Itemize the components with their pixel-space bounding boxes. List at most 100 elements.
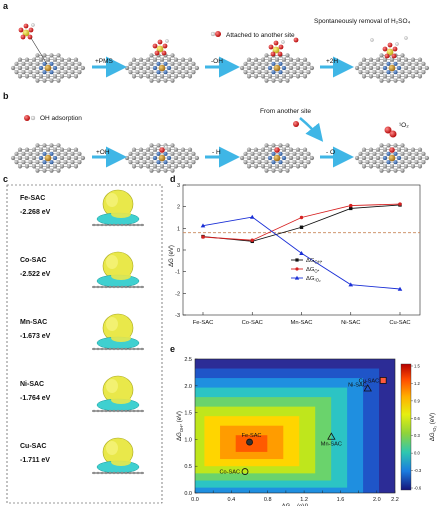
d-ytick-label: -2 [175,291,180,297]
sac-energy-3: -1.673 eV [20,333,51,340]
d-ytick-label: 2 [177,205,180,211]
step-a1-label: +PMS [95,58,114,65]
legend-entry: ΔGO* [306,267,320,274]
free-energy-line-chart: -3 -2 -1 0 1 2 3 Fe-SAC Co-SAC Mn-SAC Ni-SAC Cu-SAC… [169,183,421,326]
e-ytick-label: 1.0 [184,437,192,443]
legend-marker [295,267,299,271]
e-xtick-label: 1.2 [300,497,308,503]
data-point [349,206,353,211]
e-xtick-label: 2.2 [391,497,399,503]
d-ytick-label: 3 [177,183,180,189]
e-ytick-label: 0.0 [184,491,192,497]
panel-c-frame [6,184,163,504]
e-ytick-label: 2.5 [184,357,192,363]
point-co-sac [241,468,249,475]
metal-atom-icon [273,64,281,72]
colorbar-tick-label: 0.6 [414,416,420,421]
sac-name-5: Cu-SAC [20,443,46,450]
e-ytick-label: 1.5 [184,411,192,417]
e-xtick-label: 0.0 [191,497,199,503]
colorbar-tick-label: 1.2 [414,381,420,386]
colorbar-tick-label: 0.9 [414,398,420,403]
e-xtick-label: 1.6 [337,497,345,503]
data-point [398,202,402,206]
sulfur-atom-icon [386,48,394,56]
note-oh-adsorption: OH adsorption [40,115,82,122]
panel-label-b: b [3,91,9,101]
data-point [299,215,304,220]
step-b2-label: - H [212,149,221,156]
point-label: Co-SAC [219,470,240,476]
data-point [397,286,403,291]
sac-energy-4: -1.764 eV [20,395,51,402]
sac-name-3: Mn-SAC [20,319,47,326]
panel-label-d: d [170,174,176,184]
legend-marker [294,275,300,280]
heatmap-ylabel: ΔGOH* (eV) [177,411,184,441]
charge-density-iso-2 [92,251,144,289]
graphene-sheet-a2 [124,39,200,83]
arrow-from-site [299,117,324,142]
step-a2-label: -OH [211,58,223,65]
chart-d-legend: ΔGOH* ΔGO* ΔG¹O₂ [291,258,323,283]
charge-density-iso-5 [92,437,144,475]
metal-atom-icon [388,154,396,162]
d-xtick-label: Fe-SAC [193,320,214,326]
graphene-sheet-b1 [10,143,86,173]
d-ytick-label: 0 [177,248,180,254]
sulfur-atom-icon [22,29,30,37]
singlet-oxygen-label: ¹O₂ [399,122,409,129]
data-point [299,225,304,229]
data-point [348,282,354,287]
graphene-sheet-a1 [10,23,86,83]
charge-density-iso-1 [92,189,144,227]
note-attached: Attached to another site [226,32,295,39]
charge-density-panel: Fe-SAC -2.268 eV Co-SAC -2.522 eV Mn-SAC -1.6… [20,189,144,475]
graphene-sheet-a3 [239,37,315,83]
data-point [349,203,353,208]
note-removal: Spontaneously removal of H₂SO₄ [314,18,411,25]
reaction-row-a: +PMS -OH +2H Attached to another site Sp… [10,18,430,83]
colorbar [400,363,412,491]
colorbar-tick-label: -0.6 [414,486,422,491]
singlet-oxygen-icon [384,126,397,138]
graphene-sheet-b3 [239,143,315,173]
point-fe-sac [246,438,253,446]
legend-entry: ΔG¹O₂ [306,276,321,283]
point-ni-sac [363,384,372,392]
legend-marker [295,258,299,262]
heatmap-frame [194,358,396,494]
sac-name-1: Fe-SAC [20,195,45,202]
oh-adsorption-icon [24,115,36,121]
reaction-row-b: OH adsorption +OH - H - O From another s… [10,108,430,173]
panel-label-e: e [170,344,175,354]
graphene-sheet-b2 [124,143,200,173]
d-xtick-label: Cu-SAC [389,320,410,326]
e-xtick-label: 2.0 [373,497,381,503]
data-point [200,223,206,228]
d-xtick-label: Co-SAC [242,320,263,326]
metal-atom-icon [158,64,166,72]
data-point [201,235,205,239]
point-label: Mn-SAC [321,442,342,448]
e-xtick-label: 0.4 [228,497,236,503]
data-point [249,214,255,219]
point-mn-sac [327,432,336,440]
step-b3-label: - O [326,149,335,156]
sac-energy-1: -2.268 eV [20,209,51,216]
point-label: Cu-SAC [359,378,380,384]
incoming-oxygen-icon [293,121,299,127]
sac-energy-5: -1.711 eV [20,457,50,464]
volcano-heatmap: 0.0 0.4 0.8 1.2 1.6 2.0 2.20.00.51.01.52.02.5 … [177,357,437,506]
d-xtick-label: Mn-SAC [291,320,313,326]
metal-atom-icon [388,64,396,72]
metal-atom-icon [158,154,166,162]
point-label: Fe-SAC [242,433,262,439]
metal-atom-icon [44,154,52,162]
legend-entry: ΔGOH* [306,258,323,265]
charge-density-iso-4 [92,375,144,413]
d-ytick-label: -3 [175,313,180,319]
colorbar-title: ΔG¹O₂ (eV) [430,413,437,441]
charge-density-iso-3 [92,313,144,351]
